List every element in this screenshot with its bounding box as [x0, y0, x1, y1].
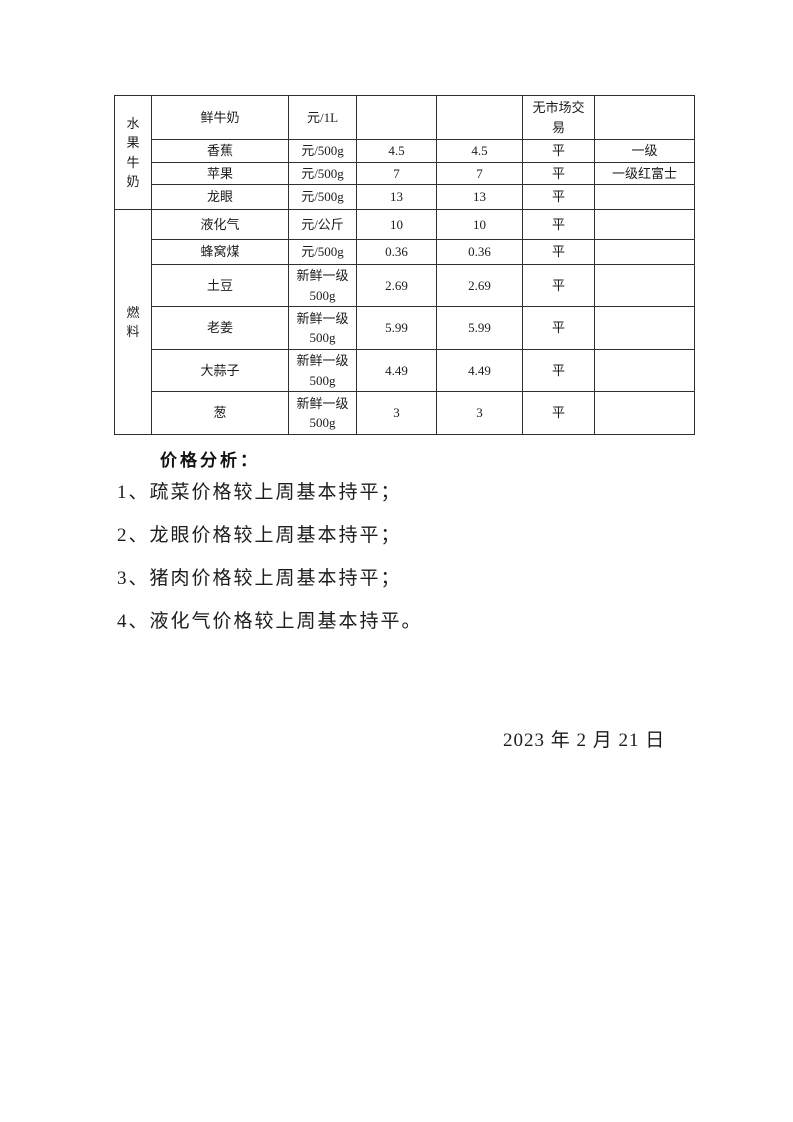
- price2-cell: 2.69: [436, 264, 523, 307]
- note-cell: [594, 239, 695, 265]
- table-row: 苹果 元/500g 7 7 平 一级红富士: [115, 161, 695, 185]
- analysis-item-2: 2、龙眼价格较上周基本持平；: [117, 525, 402, 546]
- table-row: 葱 新鲜一级 500g 3 3 平: [115, 391, 695, 435]
- note-cell: [594, 391, 695, 435]
- price2-cell: 0.36: [436, 239, 523, 265]
- trend-cell: 平: [522, 349, 595, 392]
- table-row: 大蒜子 新鲜一级 500g 4.49 4.49 平: [115, 349, 695, 392]
- table-row: 蜂窝煤 元/500g 0.36 0.36 平: [115, 239, 695, 265]
- unit-cell: 元/1L: [288, 95, 357, 140]
- price2-cell: 10: [436, 209, 523, 240]
- unit-cell: 元/500g: [288, 184, 357, 210]
- item-cell: 葱: [151, 391, 289, 435]
- analysis-item-1: 1、疏菜价格较上周基本持平；: [117, 482, 402, 503]
- trend-cell: 平: [522, 184, 595, 210]
- item-cell: 老姜: [151, 306, 289, 350]
- analysis-list: 1、疏菜价格较上周基本持平； 2、龙眼价格较上周基本持平； 3、猪肉价格较上周基…: [117, 482, 677, 654]
- trend-cell: 平: [522, 161, 595, 185]
- item-cell: 大蒜子: [151, 349, 289, 392]
- item-cell: 液化气: [151, 209, 289, 240]
- note-cell: [594, 95, 695, 140]
- price2-cell: 3: [436, 391, 523, 435]
- item-cell: 香蕉: [151, 139, 289, 163]
- trend-cell: 平: [522, 209, 595, 240]
- trend-cell: 平: [522, 391, 595, 435]
- analysis-item-4: 4、液化气价格较上周基本持平。: [117, 611, 423, 632]
- note-cell: [594, 184, 695, 210]
- unit-cell: 新鲜一级 500g: [288, 349, 357, 392]
- price1-cell: 10: [356, 209, 437, 240]
- trend-cell: 平: [522, 306, 595, 350]
- note-cell: [594, 264, 695, 307]
- item-cell: 鲜牛奶: [151, 95, 289, 140]
- price2-cell: 13: [436, 184, 523, 210]
- table-row: 土豆 新鲜一级 500g 2.69 2.69 平: [115, 264, 695, 307]
- note-cell: 一级红富士: [594, 161, 695, 185]
- unit-cell: 新鲜一级 500g: [288, 391, 357, 435]
- trend-cell: 无市场交 易: [522, 95, 595, 140]
- category-cell-fruit-milk: 水 果 牛 奶: [114, 95, 152, 210]
- note-cell: [594, 306, 695, 350]
- table-row: 龙眼 元/500g 13 13 平: [115, 184, 695, 210]
- price1-cell: [356, 95, 437, 140]
- analysis-heading: 价格分析：: [160, 451, 260, 470]
- price2-cell: 4.5: [436, 139, 523, 163]
- item-cell: 苹果: [151, 161, 289, 185]
- table-row: 水 果 牛 奶 鲜牛奶 元/1L 无市场交 易: [114, 95, 695, 210]
- trend-cell: 平: [522, 139, 595, 163]
- price2-cell: 7: [436, 161, 523, 185]
- price1-cell: 4.5: [356, 139, 437, 163]
- item-cell: 龙眼: [151, 184, 289, 210]
- unit-cell: 新鲜一级 500g: [288, 306, 357, 350]
- price1-cell: 7: [356, 161, 437, 185]
- note-cell: [594, 349, 695, 392]
- table-row: 香蕉 元/500g 4.5 4.5 平 一级: [115, 139, 695, 163]
- note-cell: [594, 209, 695, 240]
- analysis-item-3: 3、猪肉价格较上周基本持平；: [117, 568, 402, 589]
- price1-cell: 3: [356, 391, 437, 435]
- price1-cell: 13: [356, 184, 437, 210]
- unit-cell: 元/公斤: [288, 209, 357, 240]
- price1-cell: 4.49: [356, 349, 437, 392]
- category-cell-fuel: 燃 料: [114, 209, 152, 435]
- price1-cell: 5.99: [356, 306, 437, 350]
- trend-cell: 平: [522, 264, 595, 307]
- note-cell: 一级: [594, 139, 695, 163]
- price1-cell: 0.36: [356, 239, 437, 265]
- trend-cell: 平: [522, 239, 595, 265]
- unit-cell: 新鲜一级 500g: [288, 264, 357, 307]
- unit-cell: 元/500g: [288, 161, 357, 185]
- unit-cell: 元/500g: [288, 139, 357, 163]
- price2-cell: 4.49: [436, 349, 523, 392]
- document-date: 2023 年 2 月 21 日: [503, 730, 666, 751]
- price1-cell: 2.69: [356, 264, 437, 307]
- item-cell: 土豆: [151, 264, 289, 307]
- price2-cell: [436, 95, 523, 140]
- item-cell: 蜂窝煤: [151, 239, 289, 265]
- price2-cell: 5.99: [436, 306, 523, 350]
- unit-cell: 元/500g: [288, 239, 357, 265]
- price-table: 水 果 牛 奶 鲜牛奶 元/1L 无市场交 易 香蕉 元/500g 4.5 4.…: [114, 95, 695, 435]
- table-row: 老姜 新鲜一级 500g 5.99 5.99 平: [115, 306, 695, 350]
- table-row: 燃 料 液化气 元/公斤 10 10 平: [114, 209, 695, 435]
